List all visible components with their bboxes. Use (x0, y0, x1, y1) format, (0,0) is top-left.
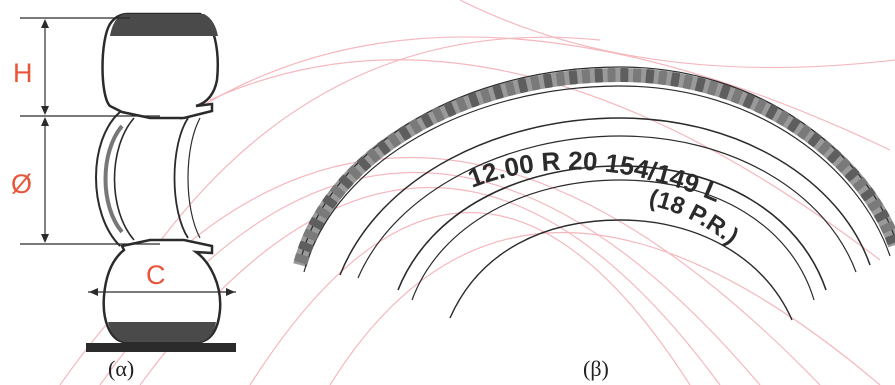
tread-block (827, 148, 842, 164)
tread-block (338, 174, 354, 189)
tread-block (315, 205, 331, 219)
tread-block (776, 110, 790, 126)
tread-block (468, 92, 480, 108)
tread-block (594, 68, 604, 83)
tread-block (874, 209, 890, 223)
sidewall-arcs (339, 117, 871, 321)
rim-right (173, 117, 189, 239)
tread-block (607, 68, 616, 83)
tread-block (657, 70, 668, 85)
tread-block (480, 88, 492, 104)
label-height: H (13, 58, 33, 88)
tread-band-outer (299, 66, 895, 263)
tread-block (366, 148, 381, 163)
ground-bar (86, 343, 236, 352)
tread-block (742, 93, 755, 109)
tread-blocks (294, 67, 895, 265)
tread-block (867, 198, 883, 212)
tread-block (682, 74, 693, 90)
tread-band-inner (303, 85, 891, 273)
caption-panel-b: (β) (583, 356, 609, 381)
tread-block (645, 69, 655, 84)
tread-block (294, 253, 310, 265)
tread-block (620, 67, 629, 83)
tread-block (555, 71, 566, 87)
label-width: C (146, 260, 166, 290)
tread-block (836, 157, 851, 173)
tread-block (517, 78, 528, 94)
tread-block (530, 75, 541, 91)
rim-inner (113, 117, 135, 241)
tread-block (347, 165, 362, 180)
tread-block (298, 240, 314, 253)
tread-block (322, 195, 338, 209)
upper-tread-cap (110, 14, 218, 36)
tread-block (853, 177, 868, 192)
tread-block (670, 72, 681, 87)
ply-rating-marking: (18 P.R.) (647, 184, 744, 250)
tread-block (880, 221, 895, 234)
tread-block (543, 73, 553, 89)
tread-block (409, 118, 423, 134)
tread-block (443, 101, 456, 117)
tread-block (707, 80, 719, 96)
tread-block (860, 187, 876, 202)
dimension-arrowheads (41, 19, 235, 296)
tread-block (492, 84, 504, 100)
tread-block (420, 112, 434, 128)
tread-block (787, 117, 801, 133)
rim-shadow (103, 124, 124, 234)
tread-block (308, 217, 324, 230)
tread-block (505, 81, 516, 97)
tread-block (432, 107, 445, 123)
tread-block (807, 132, 822, 148)
tread-block (376, 140, 391, 155)
tread-block (398, 125, 412, 141)
lower-tread-cap (108, 322, 216, 342)
tread-block (844, 167, 860, 182)
tread-block (719, 84, 731, 100)
tread-block (303, 228, 319, 241)
caption-panel-a: (α) (108, 356, 135, 381)
tread-block (754, 98, 767, 114)
tread-block (885, 233, 895, 245)
upper-tyre-section (101, 12, 219, 120)
rim-right-inner (187, 117, 201, 239)
tread-block (581, 69, 591, 84)
lower-tyre-section (102, 238, 222, 344)
tread-block (765, 104, 779, 120)
sidewall-marking: 12.00 R 20 154/149 L (18 P.R.) (293, 66, 895, 321)
tread-block (632, 68, 642, 83)
dimension-lines (20, 17, 236, 293)
tread-block (797, 124, 812, 140)
tread-block (568, 70, 578, 85)
tread-block (387, 132, 401, 148)
tread-block (695, 77, 706, 93)
label-diameter: Ø (11, 169, 32, 199)
tread-block (817, 140, 832, 155)
tyre-cross-section: H Ø C (11, 12, 236, 352)
tread-block (356, 156, 371, 172)
tread-block (330, 184, 345, 199)
tread-block (455, 96, 468, 112)
rim-outer (95, 111, 121, 247)
tread-block (731, 88, 743, 104)
